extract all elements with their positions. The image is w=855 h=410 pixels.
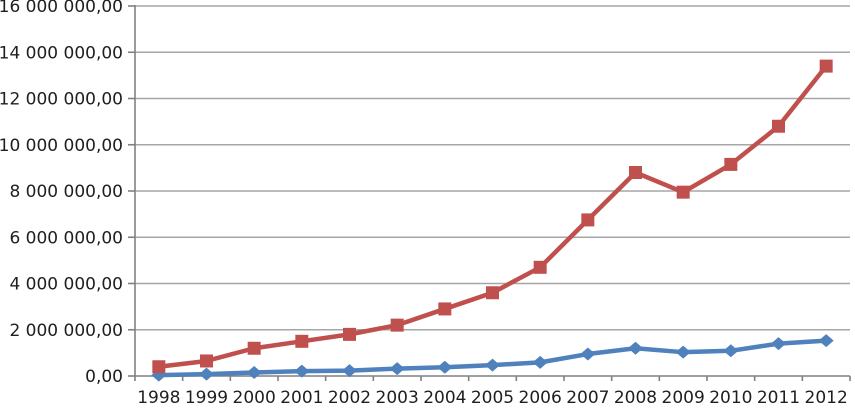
- red-square-series-point: [390, 318, 404, 332]
- y-tick-label: 16 000 000,00: [0, 0, 123, 17]
- y-tick-label: 12 000 000,00: [0, 90, 123, 110]
- x-tick-label: 2012: [805, 388, 848, 408]
- x-tick-label: 1999: [185, 388, 228, 408]
- blue-diamond-series-point: [532, 355, 548, 369]
- blue-diamond-series-point: [818, 334, 834, 348]
- red-square-series-point: [772, 119, 785, 133]
- red-square-series-point: [200, 354, 213, 368]
- x-tick-label: 2004: [423, 388, 466, 408]
- red-square-series-point: [533, 260, 547, 274]
- y-tick-label: 0,00: [85, 367, 123, 387]
- red-square-series-line: [158, 64, 828, 369]
- x-tick-label: 2001: [280, 388, 323, 408]
- x-tick-label: 2009: [662, 388, 705, 408]
- x-tick-label: 2007: [566, 388, 609, 408]
- x-tick-label: 2002: [328, 388, 371, 408]
- red-square-series-point: [486, 286, 499, 300]
- y-tick-label: 4 000 000,00: [9, 275, 123, 295]
- red-square-series-point: [295, 334, 309, 348]
- red-square-series-point: [676, 185, 690, 199]
- x-tick-label: 2005: [471, 388, 514, 408]
- red-square-series-point: [819, 59, 833, 73]
- x-tick-label: 2008: [614, 388, 657, 408]
- x-tick-label: 2011: [757, 388, 800, 408]
- y-tick-label: 10 000 000,00: [0, 136, 123, 156]
- red-square-series-point: [247, 341, 261, 355]
- red-square-series-point: [581, 213, 595, 227]
- blue-diamond-series-point: [675, 345, 691, 359]
- x-tick-label: 2010: [709, 388, 752, 408]
- blue-diamond-series-point: [294, 364, 310, 378]
- y-tick-label: 8 000 000,00: [9, 182, 123, 202]
- x-tick-label: 2000: [233, 388, 276, 408]
- blue-diamond-series-point: [342, 364, 357, 378]
- blue-diamond-series-point: [771, 337, 786, 351]
- blue-diamond-series-point: [485, 358, 500, 372]
- y-tick-label: 14 000 000,00: [0, 43, 123, 63]
- red-square-series-point: [152, 360, 166, 374]
- blue-diamond-series-point: [199, 367, 214, 381]
- x-tick-label: 2003: [376, 388, 419, 408]
- blue-diamond-series-point: [437, 360, 453, 374]
- y-tick-label: 6 000 000,00: [9, 228, 123, 248]
- red-square-series-point: [343, 327, 356, 341]
- blue-diamond-series-point: [628, 341, 643, 355]
- x-tick-label: 2006: [519, 388, 562, 408]
- blue-diamond-series-point: [580, 347, 596, 361]
- blue-diamond-series-point: [246, 366, 262, 380]
- y-tick-label: 2 000 000,00: [9, 321, 123, 341]
- red-square-series-point: [438, 302, 452, 316]
- blue-diamond-series-point: [723, 344, 739, 358]
- red-square-series-point: [629, 166, 642, 179]
- blue-diamond-series-point: [389, 362, 405, 376]
- red-square-series-point: [724, 157, 738, 171]
- x-tick-label: 1998: [137, 388, 180, 408]
